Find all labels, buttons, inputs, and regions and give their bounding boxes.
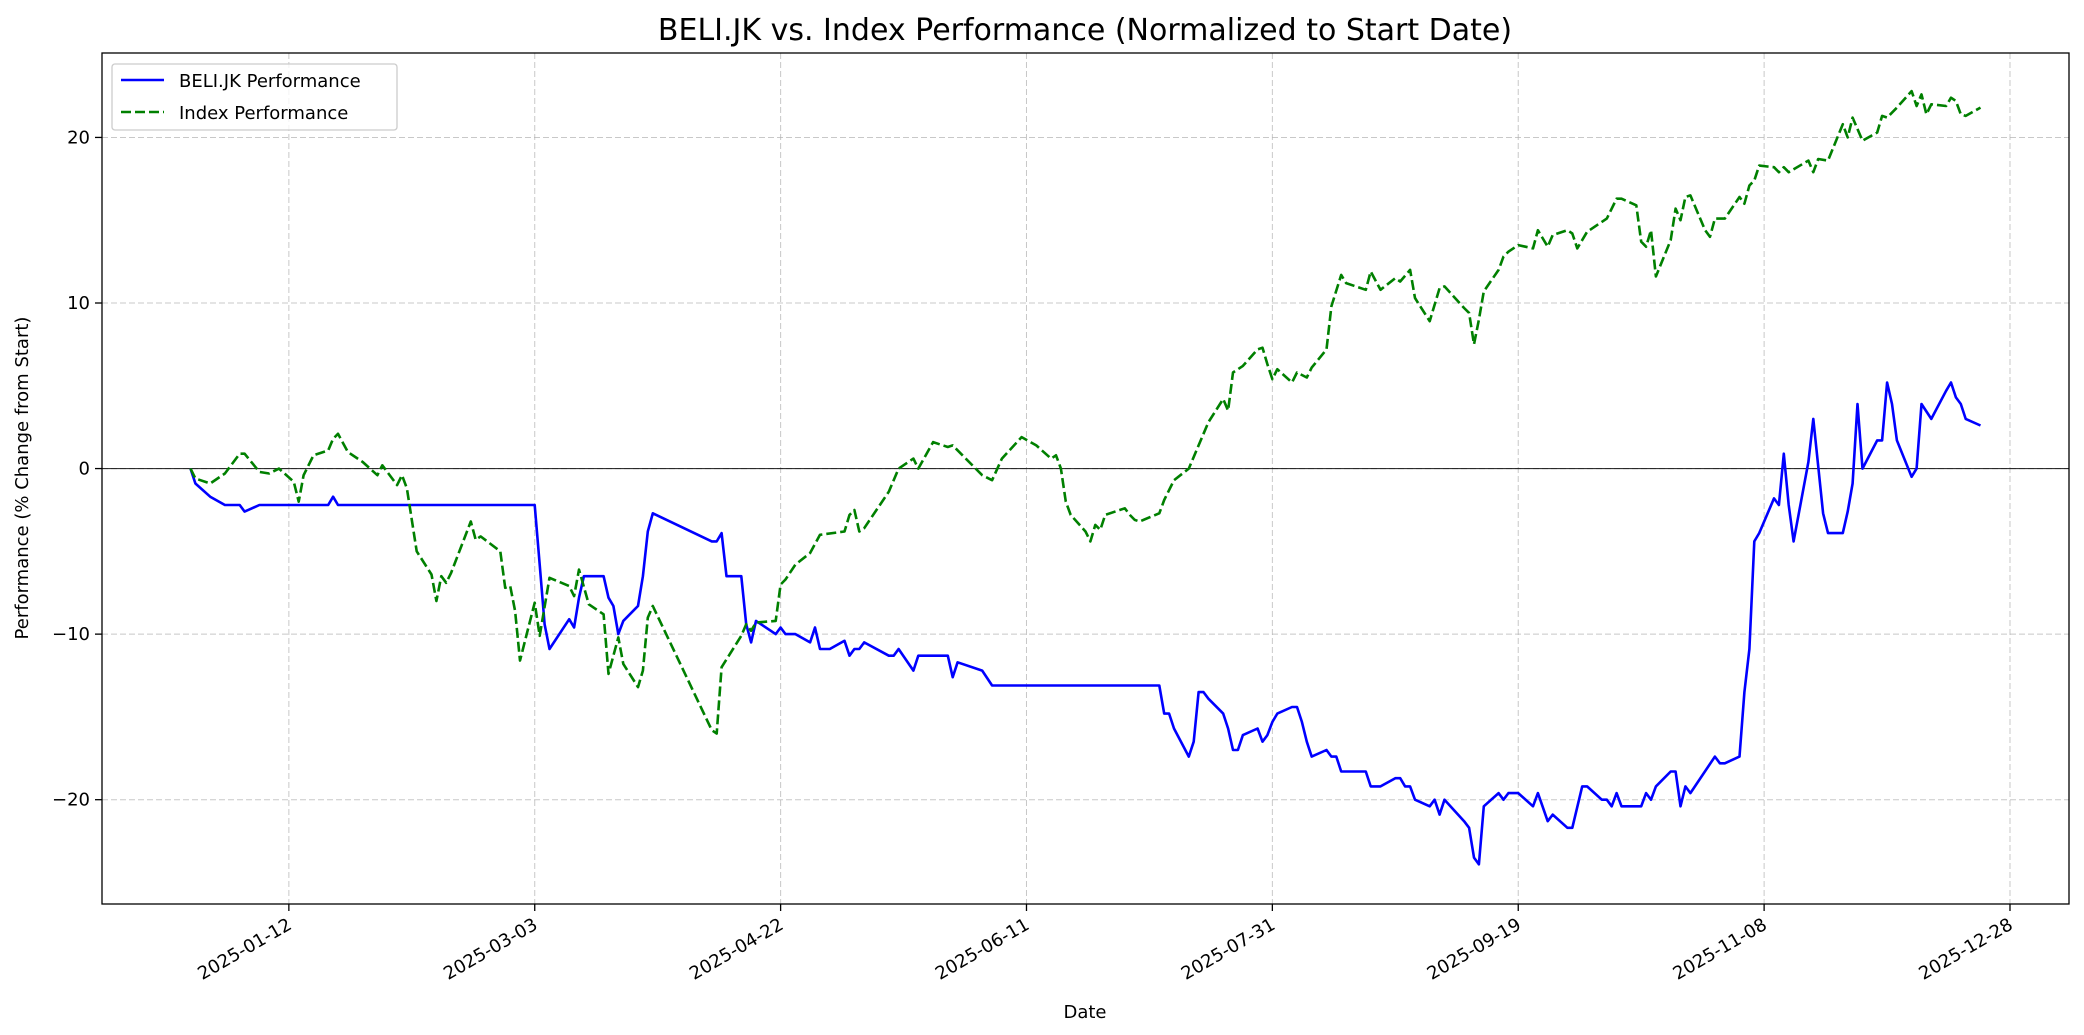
x-tick-label: 2025-03-03 xyxy=(440,914,541,984)
index-performance-line xyxy=(189,89,1982,735)
chart-title: BELI.JK vs. Index Performance (Normalize… xyxy=(658,13,1512,48)
series-lines xyxy=(189,89,1982,866)
x-tick-label: 2025-07-31 xyxy=(1178,914,1279,984)
y-tick-label: 20 xyxy=(67,127,90,148)
legend-label-index: Index Performance xyxy=(179,103,348,124)
x-tick-label: 2025-01-12 xyxy=(194,914,295,984)
x-tick-label: 2025-06-11 xyxy=(932,914,1033,984)
y-tick-label: 10 xyxy=(67,293,90,314)
x-tick-label: 2025-04-22 xyxy=(686,914,787,984)
legend-label-beli: BELI.JK Performance xyxy=(179,71,361,92)
y-tick-label: −20 xyxy=(52,790,90,811)
y-axis-label: Performance (% Change from Start) xyxy=(12,317,33,640)
x-tick-label: 2025-11-08 xyxy=(1670,914,1771,984)
x-tick-label: 2025-09-19 xyxy=(1424,914,1525,984)
x-axis-label: Date xyxy=(1063,1002,1106,1023)
y-tick-label: 0 xyxy=(79,459,90,480)
legend: BELI.JK Performance Index Performance xyxy=(111,63,398,131)
x-tick-label: 2025-12-28 xyxy=(1915,914,2016,984)
axis-ticks: 2025-01-12 2025-03-03 2025-04-22 2025-06-11… xyxy=(52,127,2016,984)
plot-frame xyxy=(101,52,2070,905)
beli-performance-line xyxy=(189,381,1982,866)
grid xyxy=(102,53,2069,904)
y-tick-label: −10 xyxy=(52,624,90,645)
legend-box xyxy=(111,63,398,131)
